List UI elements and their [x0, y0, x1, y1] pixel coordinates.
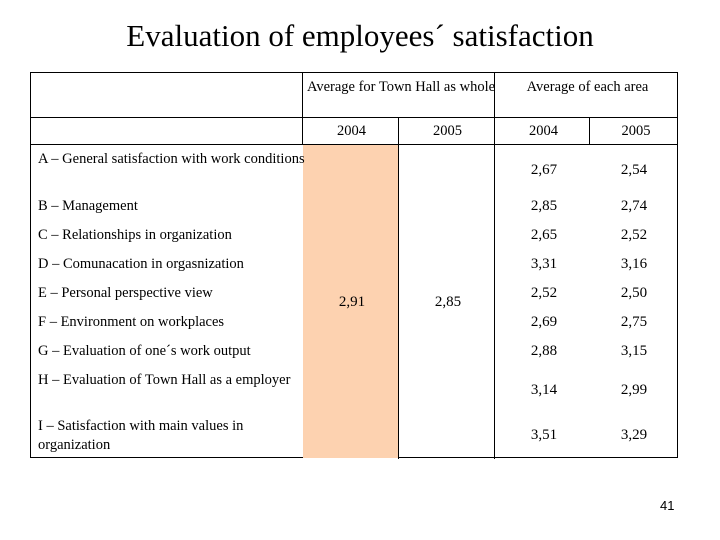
- row-b-2004: 2,85: [530, 198, 558, 214]
- year-header-th-2004: 2004: [337, 123, 366, 139]
- row-c-2005: 2,52: [620, 227, 648, 243]
- town-hall-2004-value: 2,91: [338, 294, 366, 310]
- row-i-2004: 3,51: [530, 427, 558, 443]
- row-label-e: E – Personal perspective view: [38, 285, 213, 301]
- row-f-2004: 2,69: [530, 314, 558, 330]
- row-e-2004: 2,52: [530, 285, 558, 301]
- row-d-2005: 3,16: [620, 256, 648, 272]
- year-header-area-2004: 2004: [529, 123, 558, 139]
- row-f-2005: 2,75: [620, 314, 648, 330]
- row-label-b: B – Management: [38, 198, 138, 214]
- row-label-c: C – Relationships in organization: [38, 227, 232, 243]
- row-d-2004: 3,31: [530, 256, 558, 272]
- slide-title: Evaluation of employees´ satisfaction: [126, 18, 594, 53]
- row-i-2005: 3,29: [620, 427, 648, 443]
- row-c-2004: 2,65: [530, 227, 558, 243]
- row-e-2005: 2,50: [620, 285, 648, 301]
- row-a-2005: 2,54: [620, 162, 648, 178]
- satisfaction-table: [30, 72, 678, 459]
- row-g-2005: 3,15: [620, 343, 648, 359]
- row-label-a: A – General satisfaction with work condi…: [38, 151, 305, 167]
- row-h-2005: 2,99: [620, 382, 648, 398]
- row-h-2004: 3,14: [530, 382, 558, 398]
- header-each-area: Average of each area: [526, 79, 649, 95]
- row-label-f: F – Environment on workplaces: [38, 314, 225, 330]
- year-header-area-2005: 2005: [621, 123, 651, 139]
- row-label-i: I – Satisfaction with main values in org…: [38, 418, 244, 453]
- year-header-th-2005: 2005: [433, 123, 462, 139]
- row-label-d: D – Comunacation in orgasnization: [38, 256, 244, 272]
- row-a-2004: 2,67: [530, 162, 558, 178]
- page-number: 41: [660, 498, 675, 513]
- row-b-2005: 2,74: [620, 198, 648, 214]
- town-hall-2005-value: 2,85: [434, 294, 462, 310]
- highlight-column-2004: [303, 145, 398, 458]
- row-g-2004: 2,88: [530, 343, 558, 359]
- row-label-g: G – Evaluation of one´s work output: [38, 343, 251, 359]
- row-label-h: H – Evaluation of Town Hall as a employe…: [38, 372, 291, 388]
- header-town-hall: Average for Town Hall as whole: [306, 79, 496, 95]
